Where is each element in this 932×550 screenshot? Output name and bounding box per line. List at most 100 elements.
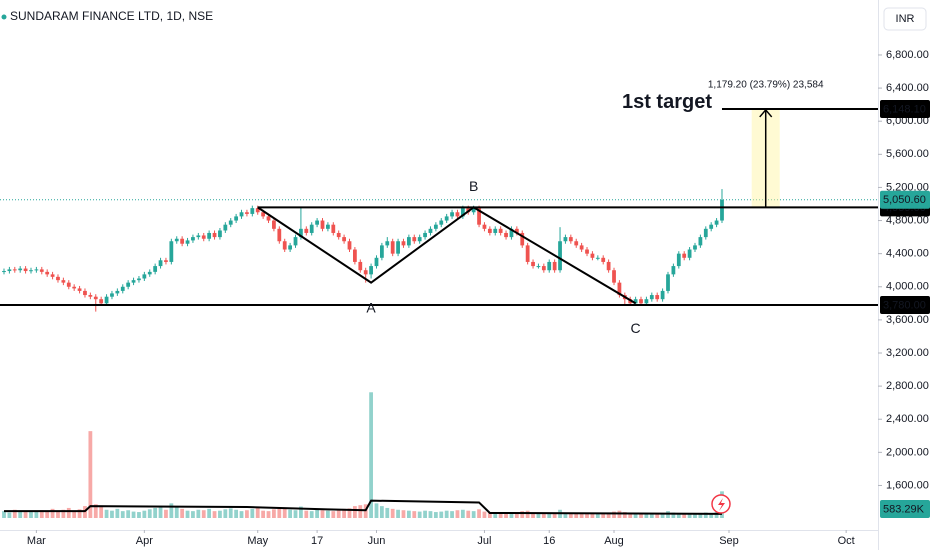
volume-bar [471, 511, 476, 518]
volume-bar [385, 507, 390, 518]
candle-body [682, 253, 687, 258]
candle-body [7, 269, 12, 272]
volume-bar [115, 508, 120, 518]
volume-bar [12, 509, 17, 518]
volume-bar [245, 510, 249, 518]
candle-body [120, 286, 125, 291]
volume-bar [29, 510, 33, 518]
x-tick-label: May [247, 535, 268, 547]
volume-bar [191, 511, 195, 518]
volume-bar [7, 512, 12, 518]
volume-bar [266, 511, 271, 518]
volume-bar [509, 512, 514, 518]
volume-bar [455, 510, 460, 518]
y-tick-label: 2,000.00 [886, 446, 929, 458]
volume-bar [336, 509, 341, 518]
volume-bar [93, 504, 98, 518]
candle-body [514, 228, 519, 233]
candle-body [709, 224, 714, 229]
candle-body [66, 282, 71, 287]
candle-body [639, 299, 643, 304]
candle-body [390, 241, 395, 254]
price-tag [880, 190, 930, 209]
volume-bar [379, 506, 384, 518]
volume-bar [574, 513, 579, 518]
x-tick-label: Jun [368, 535, 386, 547]
candle-body [326, 224, 330, 229]
candle-body [315, 220, 319, 225]
currency[interactable]: INR [896, 13, 915, 25]
volume-bar [633, 513, 638, 518]
volume-bar [131, 511, 136, 518]
candle-body [649, 295, 654, 300]
volume-bar [218, 510, 222, 518]
candle-body [379, 245, 384, 258]
price-tag-label: 5,050.60 [883, 194, 926, 206]
volume-bar [56, 510, 60, 518]
point-label: C [631, 320, 641, 336]
volume-bar [450, 511, 454, 518]
volume-bar [320, 510, 325, 518]
candle-body [174, 238, 179, 242]
volume-bar [282, 508, 287, 518]
y-tick-label: 6,800.00 [886, 49, 929, 61]
y-tick-label: 6,000.00 [886, 115, 929, 127]
candle-body [61, 280, 66, 283]
candle-body [201, 235, 206, 239]
point-label: B [469, 178, 478, 194]
volume-bar [120, 511, 125, 518]
volume-bar [433, 512, 438, 518]
volume-bar [18, 511, 23, 518]
candle-body [444, 216, 449, 221]
volume-bar [2, 511, 6, 518]
measure-label: 1,179.20 (23.79%) 23,584 [708, 80, 824, 91]
volume-bar [439, 511, 444, 518]
candle-body [331, 224, 336, 233]
y-tick-label: 4,800.00 [886, 214, 929, 226]
candle-body [579, 245, 584, 250]
volume-bar [390, 508, 395, 518]
candle-body [439, 220, 444, 225]
candle-body [56, 276, 60, 281]
price-tag-label: 3,780.00 [883, 299, 926, 311]
volume-bar [644, 514, 649, 518]
volume-bar [622, 512, 627, 518]
candle-body [590, 253, 595, 258]
candle-body [396, 241, 400, 254]
candle-body [633, 299, 638, 304]
candle-body [687, 249, 692, 258]
candle-body [299, 228, 303, 238]
y-tick-label: 5,200.00 [886, 181, 929, 193]
candle-body [336, 232, 341, 238]
volume-bar [326, 510, 330, 518]
currency-box[interactable] [883, 7, 927, 31]
candle-body [601, 257, 606, 262]
candle-body [525, 245, 530, 262]
volume-bar [147, 509, 152, 518]
y-tick-label: 2,800.00 [886, 380, 929, 392]
x-tick-label: Jul [477, 535, 491, 547]
volume-bar [158, 506, 163, 518]
volume-bar [396, 509, 400, 518]
candle-body [606, 261, 611, 271]
alert-icon-bolt [718, 498, 725, 511]
candle-body [655, 295, 660, 300]
candle-body [288, 245, 293, 250]
volume-bar [61, 509, 66, 518]
volume-bar [649, 512, 654, 518]
candle-body [541, 266, 546, 271]
candle-body [428, 228, 433, 233]
volume-ma [3, 499, 722, 515]
candle-body [455, 212, 460, 217]
candle-body [309, 224, 314, 233]
x-tick-label: Sep [719, 535, 739, 547]
volume-bar [466, 510, 471, 518]
candle-body [223, 224, 228, 231]
candle-body [320, 220, 325, 229]
volume-bar [639, 513, 643, 518]
candle-body [83, 290, 87, 296]
candle-body [180, 238, 185, 244]
volume-bar [493, 512, 498, 518]
volume-bar [104, 509, 109, 518]
candle-body [671, 266, 676, 275]
